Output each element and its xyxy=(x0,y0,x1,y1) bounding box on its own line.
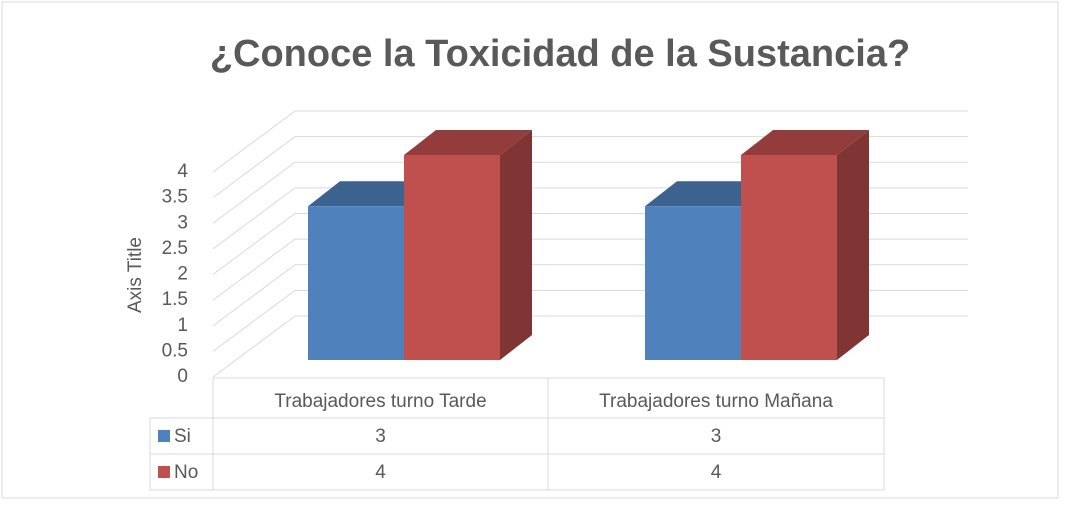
chart-title: ¿Conoce la Toxicidad de la Sustancia? xyxy=(210,33,910,75)
table-value: 3 xyxy=(711,426,722,447)
y-tick-label: 3 xyxy=(177,212,188,233)
y-tick-label: 2 xyxy=(177,264,188,285)
legend-label: Si xyxy=(174,426,191,447)
bar xyxy=(404,130,532,360)
legend-swatch xyxy=(158,466,170,478)
table-value: 4 xyxy=(711,462,722,483)
table-value: 4 xyxy=(375,462,386,483)
bar-top xyxy=(404,130,532,155)
y-tick-label: 2.5 xyxy=(162,238,188,259)
y-tick-label: 1 xyxy=(177,315,188,336)
y-tick-label: 4 xyxy=(177,161,188,182)
bar xyxy=(741,130,869,360)
grid-line xyxy=(212,110,968,173)
y-tick-label: 0 xyxy=(177,366,188,387)
bar-front xyxy=(645,206,741,360)
y-tick-label: 1.5 xyxy=(162,289,188,310)
bar-front xyxy=(404,155,500,360)
bar-side xyxy=(500,130,532,360)
y-tick-label: 0.5 xyxy=(162,340,188,361)
category-label: Trabajadores turno Tarde xyxy=(274,391,486,412)
bar-side xyxy=(837,130,869,360)
table-value: 3 xyxy=(375,426,386,447)
legend-swatch xyxy=(158,430,170,442)
bar-front xyxy=(308,206,404,360)
y-axis-title: Axis Title xyxy=(125,237,146,313)
legend-label: No xyxy=(174,462,198,483)
y-tick-label: 3.5 xyxy=(162,187,188,208)
grid-line xyxy=(212,136,968,199)
bar-top xyxy=(741,130,869,155)
bar-front xyxy=(741,155,837,360)
category-label: Trabajadores turno Mañana xyxy=(599,391,833,412)
